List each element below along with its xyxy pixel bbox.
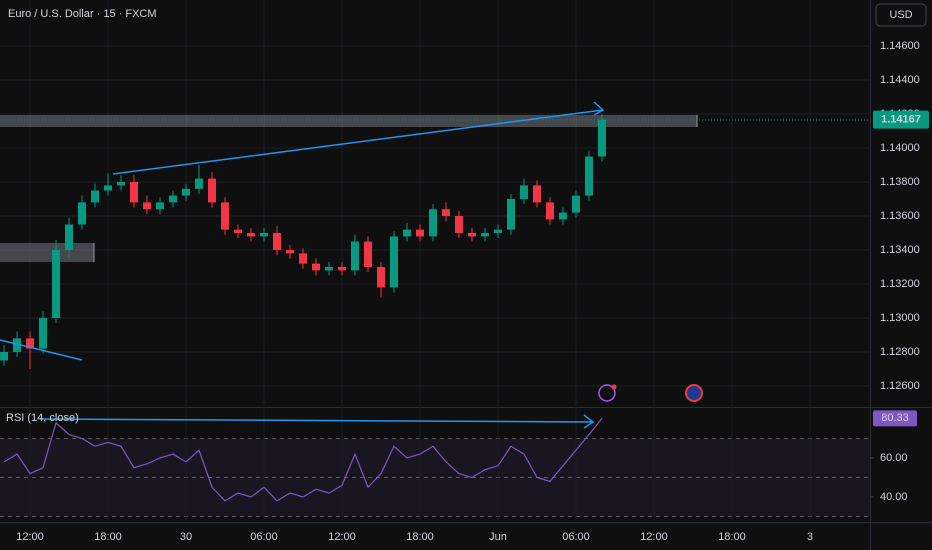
event-dot — [611, 384, 617, 390]
candle-body — [234, 229, 243, 234]
y-tick-label: 1.13800 — [880, 176, 920, 188]
candle-body — [350, 241, 359, 271]
rsi-badge — [873, 410, 917, 427]
event-icon[interactable] — [598, 384, 616, 402]
candle-body — [39, 317, 48, 349]
trend-arrow — [112, 109, 604, 175]
rsi-value-label: 80.33 — [881, 412, 909, 424]
plot — [0, 114, 606, 502]
x-tick-label: 30 — [180, 531, 192, 543]
candle-body — [597, 119, 606, 157]
last-price-badge — [873, 110, 929, 129]
candle-body — [454, 216, 463, 234]
candle-body — [221, 202, 230, 230]
candle-body — [571, 195, 580, 213]
y-tick-label: 1.13400 — [880, 244, 920, 256]
candle-body — [156, 202, 165, 210]
y-tick-label: 1.14400 — [880, 74, 920, 86]
candle-body — [52, 250, 61, 318]
candle-body — [337, 266, 346, 271]
arrow-head — [583, 414, 595, 429]
y-tick-label: 1.13600 — [880, 210, 920, 222]
y-tick-label: 40.00 — [880, 491, 908, 503]
x-tick-label: 3 — [807, 531, 813, 543]
resistance-zone — [0, 115, 697, 127]
symbol-title: Euro / U.S. Dollar · 15 · FXCM — [8, 8, 157, 20]
candle-body — [26, 338, 35, 349]
candle-body — [13, 338, 22, 352]
candle-body — [78, 202, 87, 225]
y-tick-label: 60.00 — [880, 452, 908, 464]
candle-body — [298, 253, 307, 264]
indicator-label: RSI (14, close) — [6, 412, 79, 424]
y-tick-label: 1.14000 — [880, 142, 920, 154]
candle-body — [441, 209, 450, 217]
grid — [0, 0, 870, 520]
x-tick-label: Jun — [489, 531, 507, 543]
candle-body — [428, 209, 437, 237]
x-tick-label: 12:00 — [640, 531, 668, 543]
candle-body — [402, 229, 411, 237]
rsi-line — [3, 417, 603, 502]
candle-body — [117, 182, 126, 186]
candle-body — [519, 185, 528, 200]
candle-body — [532, 185, 541, 203]
y-tick-label: 1.14600 — [880, 40, 920, 52]
candle-body — [143, 202, 152, 210]
x-tick-label: 06:00 — [250, 531, 278, 543]
candle-body — [0, 351, 9, 361]
y-tick-label: 1.12800 — [880, 346, 920, 358]
y-tick-label: 1.12600 — [880, 380, 920, 392]
candle-body — [480, 233, 489, 237]
x-tick-label: 18:00 — [94, 531, 122, 543]
arrow-head — [593, 101, 605, 116]
candle-body — [182, 188, 191, 196]
y-tick-label: 1.13000 — [880, 312, 920, 324]
candle-body — [169, 195, 178, 203]
candle-body — [130, 182, 139, 203]
candle-body — [91, 190, 100, 203]
candle-body — [273, 233, 282, 251]
candle-body — [389, 236, 398, 288]
x-tick-label: 18:00 — [718, 531, 746, 543]
x-tick-label: 12:00 — [16, 531, 44, 543]
x-tick-label: 06:00 — [562, 531, 590, 543]
rsi-arrow — [39, 418, 594, 423]
candle-body — [286, 250, 294, 254]
candle-body — [247, 233, 256, 237]
candle-body — [324, 266, 333, 271]
candle-body — [467, 233, 476, 237]
candle-body — [376, 266, 385, 288]
candle-body — [260, 233, 269, 237]
candle-body — [584, 156, 593, 196]
last-price-label: 1.14167 — [881, 114, 921, 126]
trend-line — [0, 339, 83, 361]
candle-body — [195, 178, 204, 189]
currency-button[interactable] — [875, 3, 927, 27]
candle-body — [493, 229, 502, 234]
candle-body — [363, 241, 372, 267]
candle-body — [415, 229, 424, 237]
trend-lines — [0, 101, 605, 429]
candle-body — [65, 224, 74, 251]
candle-body — [104, 185, 113, 191]
y-tick-label: 1.13200 — [880, 278, 920, 290]
candle-body — [545, 202, 554, 220]
candle-body — [208, 178, 217, 203]
candle-body — [558, 212, 567, 220]
event-icons — [598, 384, 703, 402]
candle-body — [311, 263, 320, 271]
support-zone — [0, 243, 94, 262]
currency-label: USD — [889, 9, 912, 21]
x-tick-label: 12:00 — [328, 531, 356, 543]
candle-body — [506, 199, 515, 230]
x-tick-label: 18:00 — [406, 531, 434, 543]
flag-icon[interactable] — [685, 384, 703, 402]
